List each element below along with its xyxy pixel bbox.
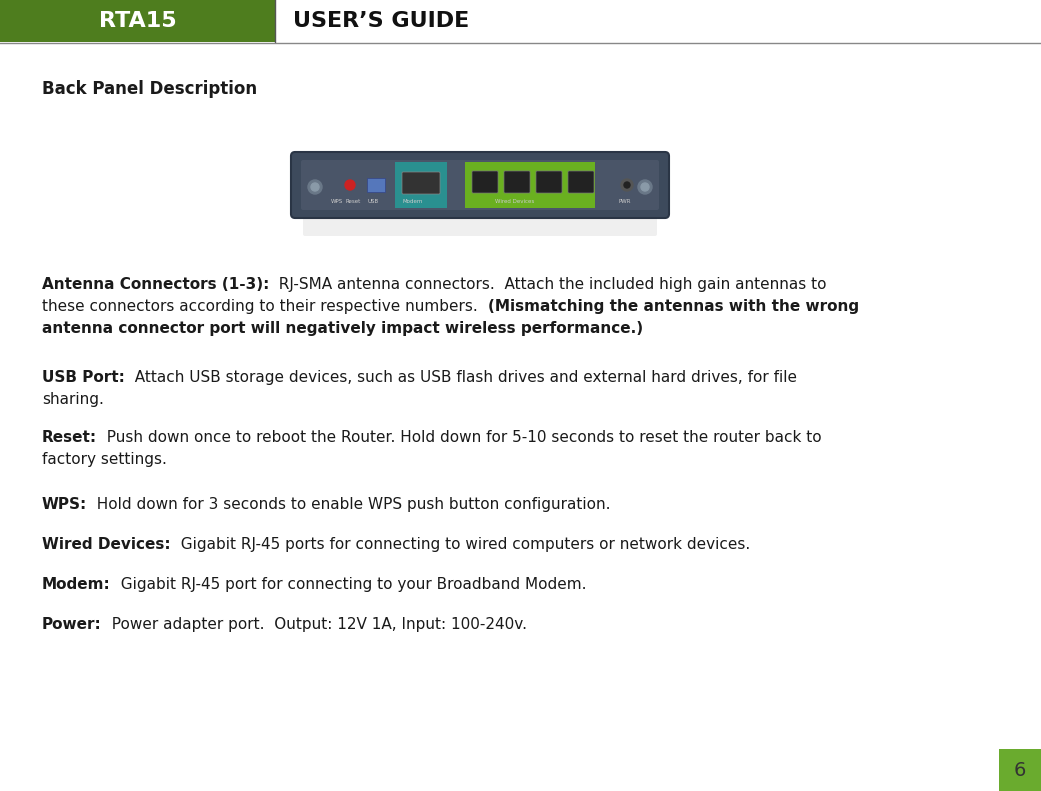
Text: Reset: Reset <box>346 199 360 204</box>
Text: USB Port:: USB Port: <box>42 370 125 385</box>
Text: PWR: PWR <box>618 199 631 204</box>
FancyBboxPatch shape <box>301 160 659 210</box>
Text: Hold down for 3 seconds to enable WPS push button configuration.: Hold down for 3 seconds to enable WPS pu… <box>87 497 611 512</box>
Circle shape <box>311 183 319 191</box>
FancyBboxPatch shape <box>303 214 657 236</box>
Bar <box>465 162 595 208</box>
Text: Power adapter port.  Output: 12V 1A, Input: 100-240v.: Power adapter port. Output: 12V 1A, Inpu… <box>102 617 527 632</box>
Circle shape <box>345 180 355 190</box>
Text: RTA15: RTA15 <box>99 11 176 31</box>
Text: factory settings.: factory settings. <box>42 452 167 467</box>
Text: Power:: Power: <box>42 617 102 632</box>
Circle shape <box>308 180 322 194</box>
Text: Push down once to reboot the Router. Hold down for 5-10 seconds to reset the rou: Push down once to reboot the Router. Hol… <box>97 430 821 445</box>
Bar <box>999 749 1041 791</box>
Text: sharing.: sharing. <box>42 392 104 407</box>
FancyBboxPatch shape <box>402 172 440 194</box>
Text: RJ-SMA antenna connectors.  Attach the included high gain antennas to: RJ-SMA antenna connectors. Attach the in… <box>270 277 827 292</box>
Text: Attach USB storage devices, such as USB flash drives and external hard drives, f: Attach USB storage devices, such as USB … <box>125 370 796 385</box>
Text: Wired Devices:: Wired Devices: <box>42 537 171 552</box>
Text: Back Panel Description: Back Panel Description <box>42 80 257 98</box>
Text: these connectors according to their respective numbers.: these connectors according to their resp… <box>42 299 487 314</box>
Text: Gigabit RJ-45 ports for connecting to wired computers or network devices.: Gigabit RJ-45 ports for connecting to wi… <box>171 537 750 552</box>
Text: Gigabit RJ-45 port for connecting to your Broadband Modem.: Gigabit RJ-45 port for connecting to you… <box>110 577 586 592</box>
FancyBboxPatch shape <box>568 171 594 193</box>
Text: USER’S GUIDE: USER’S GUIDE <box>293 11 469 31</box>
Text: (Mismatching the antennas with the wrong: (Mismatching the antennas with the wrong <box>487 299 859 314</box>
Text: Wired Devices: Wired Devices <box>496 199 535 204</box>
Text: Reset:: Reset: <box>42 430 97 445</box>
Bar <box>275 0 1041 42</box>
Text: WPS:: WPS: <box>42 497 87 512</box>
Text: Modem:: Modem: <box>42 577 110 592</box>
Circle shape <box>638 180 652 194</box>
FancyBboxPatch shape <box>504 171 530 193</box>
Text: antenna connector port will negatively impact wireless performance.): antenna connector port will negatively i… <box>42 321 643 336</box>
FancyBboxPatch shape <box>536 171 562 193</box>
Text: USB: USB <box>367 199 379 204</box>
Circle shape <box>641 183 649 191</box>
Circle shape <box>621 179 633 191</box>
FancyBboxPatch shape <box>472 171 498 193</box>
Circle shape <box>624 182 630 188</box>
Text: Modem: Modem <box>403 199 424 204</box>
Bar <box>395 162 447 208</box>
Text: Antenna Connectors (1-3):: Antenna Connectors (1-3): <box>42 277 270 292</box>
FancyBboxPatch shape <box>291 152 669 218</box>
Bar <box>0 0 275 42</box>
Bar <box>367 178 385 192</box>
Text: 6: 6 <box>1014 760 1026 779</box>
Text: WPS: WPS <box>331 199 344 204</box>
